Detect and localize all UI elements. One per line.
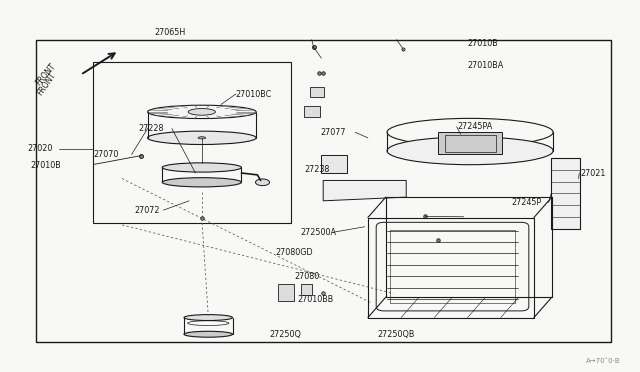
Ellipse shape (188, 109, 216, 115)
Text: 27238: 27238 (304, 165, 330, 174)
Text: 27077: 27077 (320, 128, 346, 137)
Text: 27250Q: 27250Q (269, 330, 301, 340)
Bar (321, 155, 347, 173)
Text: 27245PA: 27245PA (458, 122, 493, 131)
Bar (36, 39, 611, 341)
Text: 27010BB: 27010BB (298, 295, 334, 304)
Text: 27228: 27228 (138, 124, 163, 133)
Ellipse shape (148, 105, 256, 119)
Bar (438, 132, 502, 154)
Text: 27021: 27021 (580, 169, 606, 177)
Text: 27080GD: 27080GD (275, 248, 313, 257)
Ellipse shape (184, 331, 232, 337)
Text: 27080: 27080 (294, 272, 320, 281)
Text: 27250QB: 27250QB (378, 330, 415, 340)
Ellipse shape (148, 131, 256, 144)
Text: FRONT: FRONT (36, 71, 58, 97)
Bar (310, 87, 324, 97)
Ellipse shape (255, 179, 269, 186)
Bar (551, 158, 580, 229)
Bar (301, 284, 312, 295)
Ellipse shape (198, 137, 205, 139)
Polygon shape (323, 180, 406, 201)
Text: 27072: 27072 (135, 206, 160, 215)
Text: FRONT: FRONT (34, 62, 58, 88)
Text: 27245P: 27245P (511, 198, 542, 207)
Ellipse shape (184, 315, 232, 321)
Text: 27010B: 27010B (31, 161, 61, 170)
Text: 27070: 27070 (93, 150, 118, 159)
Ellipse shape (387, 137, 553, 165)
Text: 27065H: 27065H (155, 28, 186, 37)
Text: 27010BA: 27010BA (467, 61, 503, 70)
Text: 27020: 27020 (28, 144, 53, 153)
Text: 27010B: 27010B (467, 39, 498, 48)
Text: 272500A: 272500A (301, 228, 337, 237)
Bar (278, 284, 294, 301)
Bar (93, 62, 291, 223)
Ellipse shape (163, 178, 241, 187)
Bar (304, 106, 320, 118)
Ellipse shape (163, 163, 241, 172)
Text: A→70ˆ0·B: A→70ˆ0·B (586, 358, 620, 364)
Bar (445, 135, 495, 151)
Text: 27010BC: 27010BC (236, 90, 272, 99)
